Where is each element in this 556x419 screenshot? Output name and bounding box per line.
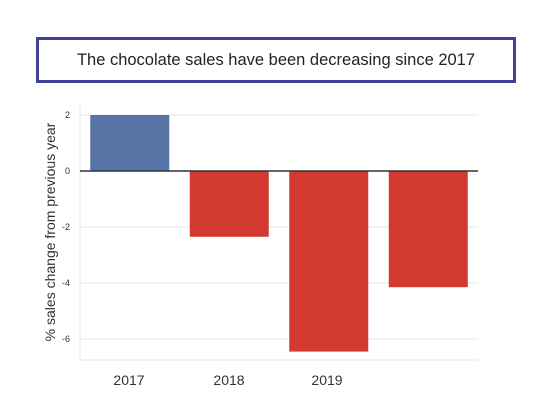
y-axis-label: % sales change from previous year	[42, 122, 58, 341]
bar	[90, 115, 170, 171]
chart-title-box: The chocolate sales have been decreasing…	[36, 37, 516, 83]
bar	[388, 171, 468, 288]
y-tick-label: -2	[62, 222, 70, 232]
x-tick-label: 2018	[213, 372, 244, 388]
x-tick-label: 2019	[311, 372, 342, 388]
bar	[289, 171, 369, 352]
x-tick-label: 2017	[113, 372, 144, 388]
bar	[189, 171, 269, 237]
y-tick-label: 0	[65, 166, 70, 176]
y-tick-label: -6	[62, 334, 70, 344]
y-tick-label: 2	[65, 110, 70, 120]
chart-title: The chocolate sales have been decreasing…	[76, 50, 476, 69]
y-tick-label: -4	[62, 278, 70, 288]
